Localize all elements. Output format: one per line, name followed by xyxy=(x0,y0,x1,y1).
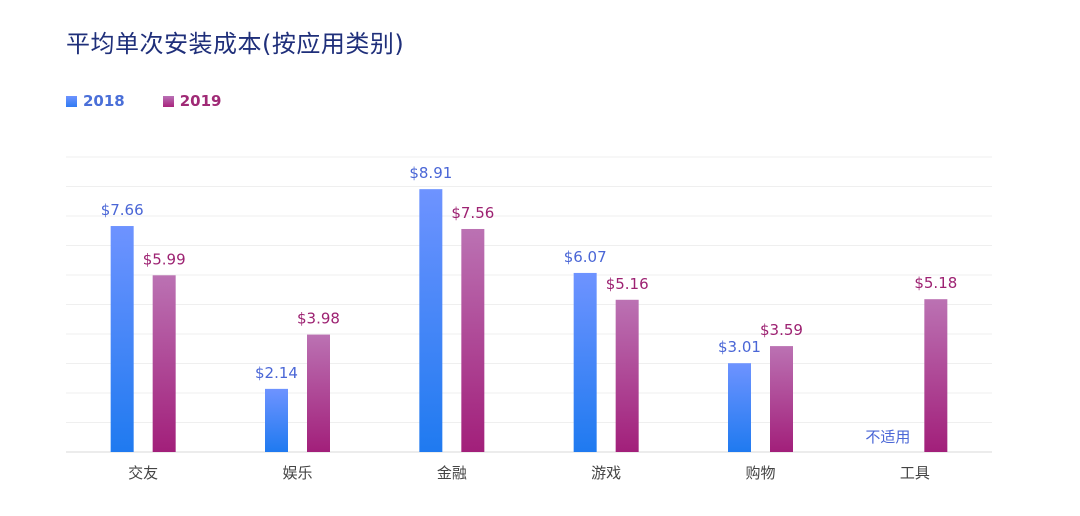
bar-2019 xyxy=(615,299,639,452)
bar-2018 xyxy=(265,388,288,452)
value-labels: $7.66 $5.99 $2.14 $3.98 $8.91 $7.56 $6.07 $5.16… xyxy=(101,164,958,446)
bar-2019 xyxy=(307,334,330,452)
category-label: 游戏 xyxy=(591,464,621,482)
bars xyxy=(110,189,948,452)
category-label: 金融 xyxy=(437,464,467,482)
bar-2019 xyxy=(770,346,793,452)
bar-2018 xyxy=(110,226,134,452)
legend-label-2019: 2019 xyxy=(179,92,222,110)
legend-swatch-2018 xyxy=(66,95,77,107)
legend-swatch-2019 xyxy=(162,95,174,107)
value-label: $5.99 xyxy=(143,250,186,268)
legend: 2018 2019 xyxy=(66,92,222,110)
legend-label-2018: 2018 xyxy=(83,92,125,110)
value-label: $6.07 xyxy=(564,248,607,266)
bar-2019 xyxy=(152,275,176,452)
category-label: 购物 xyxy=(745,464,775,482)
value-label: $3.01 xyxy=(718,338,761,356)
category-label: 工具 xyxy=(900,464,930,482)
category-labels: 交友 娱乐 金融 游戏 购物 工具 xyxy=(128,464,930,482)
value-label: $7.66 xyxy=(101,201,144,219)
bar-2019 xyxy=(461,228,485,452)
bar-2019 xyxy=(924,299,948,452)
bar-2018 xyxy=(573,272,597,452)
legend-item-2019: 2019 xyxy=(162,92,222,110)
chart-title: 平均单次安装成本(按应用类别) xyxy=(66,30,405,58)
value-label: $5.18 xyxy=(914,274,957,292)
bar-2018 xyxy=(419,189,443,452)
legend-item-2018: 2018 xyxy=(66,92,125,110)
value-label: $2.14 xyxy=(255,364,298,382)
value-label: $7.56 xyxy=(451,204,494,222)
bar-2018 xyxy=(728,363,751,452)
value-label: $3.59 xyxy=(760,321,803,339)
category-label: 交友 xyxy=(128,464,158,482)
value-label: 不适用 xyxy=(865,428,910,446)
category-label: 娱乐 xyxy=(282,464,312,482)
gridlines xyxy=(66,156,992,453)
value-label: $5.16 xyxy=(606,275,649,293)
value-label: $3.98 xyxy=(297,310,340,328)
value-label: $8.91 xyxy=(409,164,452,182)
